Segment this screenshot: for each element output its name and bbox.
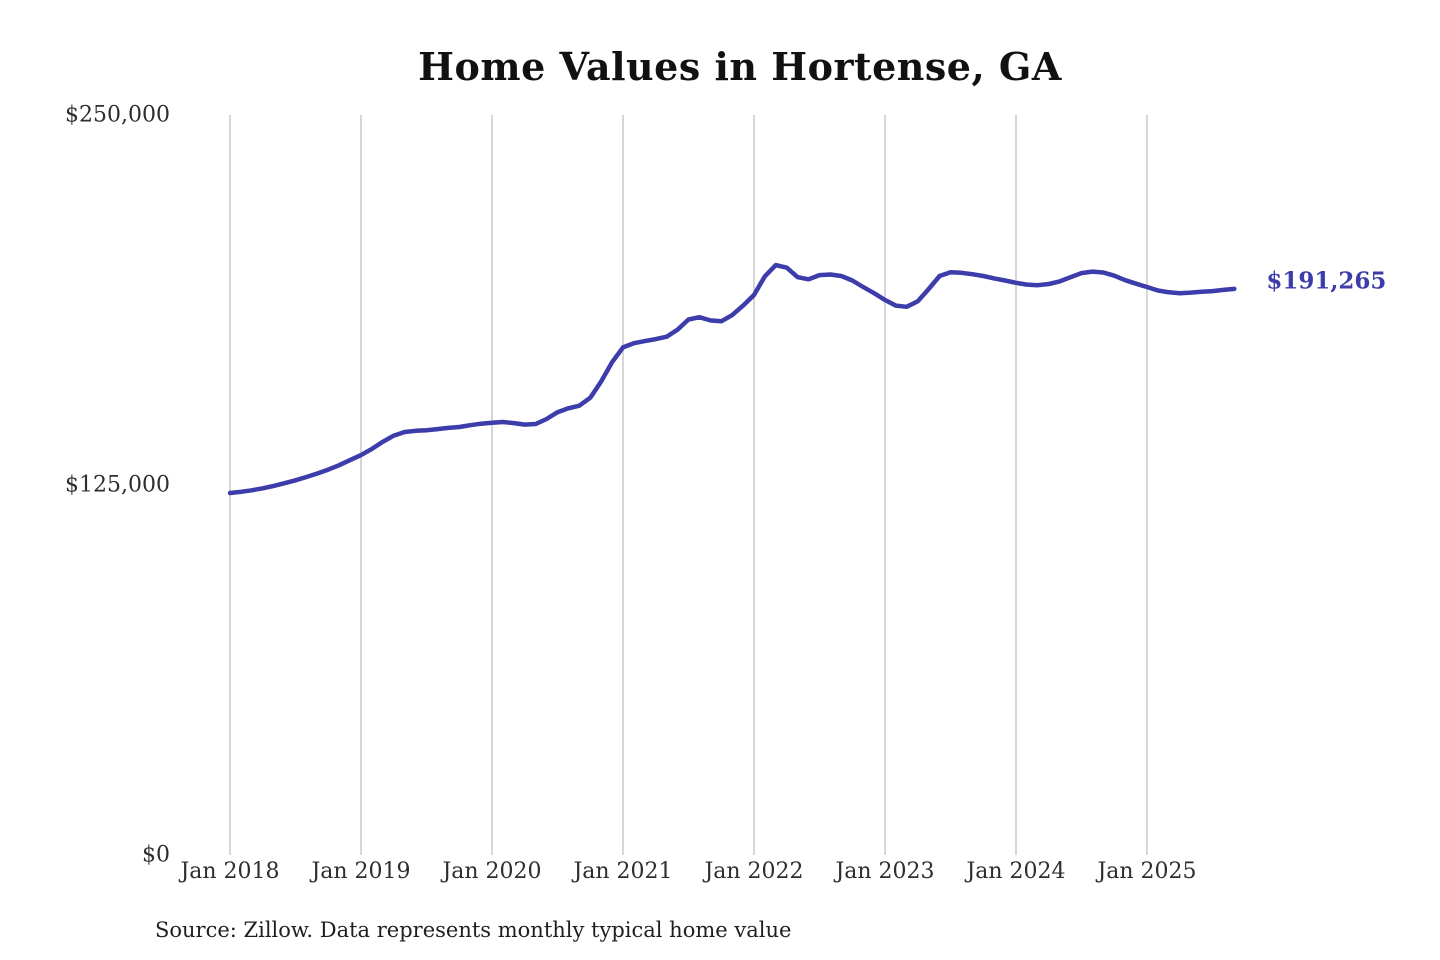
chart-title: Home Values in Hortense, GA bbox=[418, 44, 1062, 89]
y-tick-label: $0 bbox=[142, 842, 170, 868]
x-tick-label: Jan 2021 bbox=[573, 859, 673, 884]
source-note: Source: Zillow. Data represents monthly … bbox=[155, 918, 792, 942]
x-tick-label: Jan 2024 bbox=[966, 859, 1066, 884]
x-tick-label: Jan 2022 bbox=[704, 859, 804, 884]
y-tick-label: $125,000 bbox=[65, 472, 170, 498]
latest-value-label: $191,265 bbox=[1266, 267, 1387, 295]
x-tick-label: Jan 2018 bbox=[180, 859, 280, 884]
home-value-series-line bbox=[227, 262, 1237, 496]
x-tick-label: Jan 2023 bbox=[835, 859, 935, 884]
x-tick-label: Jan 2019 bbox=[311, 859, 411, 884]
x-tick-label: Jan 2025 bbox=[1097, 859, 1197, 884]
x-tick-label: Jan 2020 bbox=[442, 859, 542, 884]
y-tick-label: $250,000 bbox=[65, 102, 170, 128]
